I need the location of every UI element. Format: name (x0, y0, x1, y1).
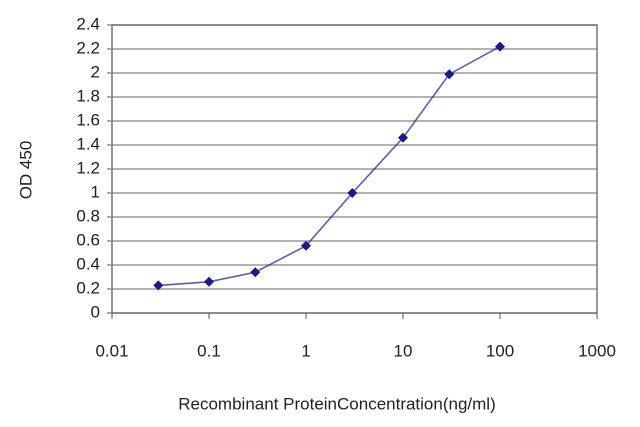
x-axis-label: Recombinant ProteinConcentration(ng/ml) (178, 394, 496, 413)
y-tick-label: 0.4 (76, 254, 100, 273)
y-tick-label: 1.6 (76, 110, 100, 129)
y-tick-label: 1.2 (76, 158, 100, 177)
y-tick-label: 1.8 (76, 86, 100, 105)
x-tick-label: 0.1 (197, 341, 221, 360)
data-point (495, 41, 505, 52)
data-point (250, 267, 261, 278)
y-tick-label: 0.6 (76, 230, 100, 249)
y-tick-label: 2.2 (76, 38, 100, 57)
data-point (204, 276, 214, 287)
y-tick-label: 2.4 (76, 14, 100, 33)
data-point (347, 188, 358, 198)
data-point (444, 69, 455, 80)
x-tick-label: 1000 (578, 341, 616, 360)
y-tick-label: 0 (91, 302, 100, 321)
plot-frame (111, 24, 598, 314)
x-tick-label: 10 (394, 341, 413, 360)
y-tick-label: 0.2 (76, 278, 100, 297)
data-point (398, 132, 408, 143)
y-tick-label: 1.4 (76, 134, 100, 153)
y-tick-label: 2 (91, 62, 100, 81)
data-point (153, 280, 164, 291)
y-axis-label: OD 450 (16, 141, 35, 200)
data-point (301, 240, 311, 251)
data-line (158, 45, 501, 287)
x-tick-label: 100 (486, 341, 514, 360)
x-tick-label: 0.01 (95, 341, 128, 360)
y-tick-label: 0.8 (76, 206, 100, 225)
x-tick-label: 1 (301, 341, 310, 360)
y-tick-label: 1 (91, 182, 100, 201)
